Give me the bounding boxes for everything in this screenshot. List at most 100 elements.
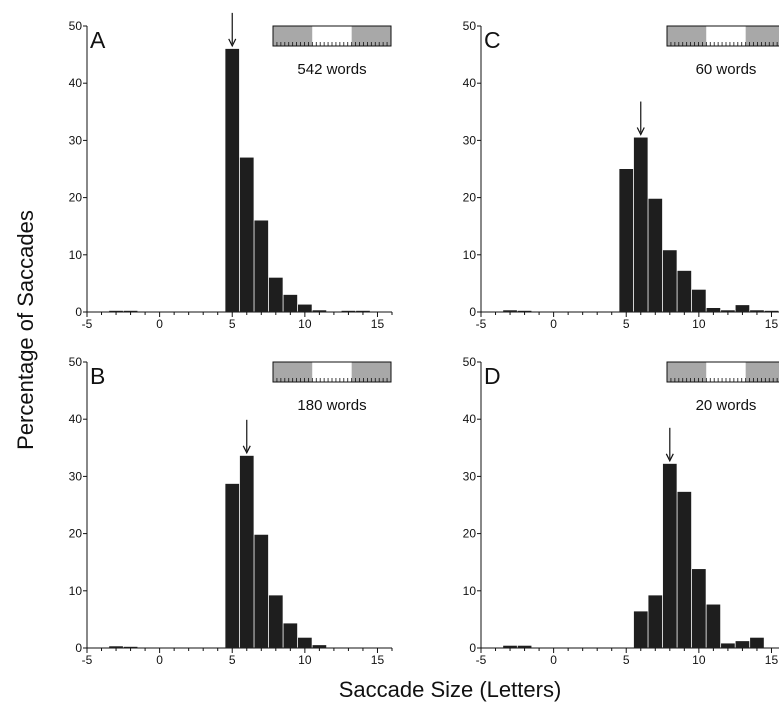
- bar-c-11: [706, 307, 721, 312]
- words-label: 20 words: [696, 397, 757, 414]
- window-strip-left: [273, 362, 313, 382]
- y-tick-label: 0: [469, 641, 476, 655]
- bar-a-7: [254, 220, 269, 312]
- bar-a--2: [123, 310, 138, 312]
- bar-b-7: [254, 534, 269, 648]
- bar-c--2: [517, 310, 532, 312]
- words-label: 542 words: [297, 61, 366, 78]
- y-tick-label: 20: [69, 191, 83, 205]
- y-tick-label: 10: [463, 248, 477, 262]
- window-strip-left: [273, 26, 313, 46]
- bar-a-5: [225, 48, 240, 312]
- window-strip-right: [351, 362, 391, 382]
- x-tick-label: 15: [371, 317, 385, 331]
- y-tick-label: 10: [463, 584, 477, 598]
- y-tick-label: 30: [463, 133, 477, 147]
- x-tick-label: 15: [371, 653, 385, 667]
- x-tick-label: 0: [550, 317, 557, 331]
- x-tick-label: -5: [82, 653, 93, 667]
- bar-b-11: [312, 645, 327, 648]
- bar-d--2: [517, 645, 532, 648]
- bar-c-10: [691, 289, 706, 312]
- window-strip-right: [351, 26, 391, 46]
- bar-d--3: [503, 645, 517, 648]
- mode-arrow-head: [665, 453, 674, 463]
- bar-c--3: [503, 310, 517, 312]
- bar-c-6: [633, 137, 648, 312]
- bar-c-7: [648, 198, 663, 312]
- window-strip-right: [745, 362, 779, 382]
- bar-a-6: [239, 157, 254, 312]
- bar-a-9: [283, 294, 298, 312]
- mode-arrow-head: [228, 38, 237, 48]
- y-tick-label: 50: [69, 355, 83, 369]
- x-tick-label: -5: [82, 317, 93, 331]
- bar-a-11: [312, 310, 327, 312]
- bar-d-6: [633, 611, 648, 648]
- y-tick-label: 50: [463, 19, 477, 33]
- y-tick-label: 30: [69, 469, 83, 483]
- bar-a-10: [297, 304, 312, 312]
- y-tick-label: 50: [463, 355, 477, 369]
- words-label: 180 words: [297, 397, 366, 414]
- bar-d-10: [691, 569, 706, 648]
- bar-c-13: [735, 305, 750, 312]
- x-tick-label: 5: [623, 317, 630, 331]
- y-tick-label: 30: [463, 469, 477, 483]
- window-strip-center: [312, 362, 352, 382]
- panel-letter: D: [484, 363, 501, 389]
- y-tick-label: 20: [463, 527, 477, 541]
- y-tick-label: 10: [69, 584, 83, 598]
- bar-d-9: [677, 491, 692, 648]
- bar-d-14: [750, 637, 764, 648]
- y-tick-label: 40: [463, 76, 477, 90]
- y-tick-label: 0: [75, 305, 82, 319]
- x-axis-title: Saccade Size (Letters): [339, 677, 562, 702]
- mode-arrow-head: [242, 445, 251, 455]
- window-strip-center: [706, 362, 746, 382]
- x-tick-label: 5: [229, 653, 236, 667]
- bar-d-8: [662, 463, 677, 648]
- bar-c-8: [662, 250, 677, 312]
- y-tick-label: 20: [69, 527, 83, 541]
- y-tick-label: 20: [463, 191, 477, 205]
- x-tick-label: 10: [692, 317, 706, 331]
- panel-letter: B: [90, 363, 105, 389]
- mode-arrow-head: [636, 127, 645, 136]
- y-tick-label: 10: [69, 248, 83, 262]
- bar-a-8: [268, 277, 283, 312]
- window-strip-right: [745, 26, 779, 46]
- x-tick-label: 10: [298, 317, 312, 331]
- bar-d-11: [706, 604, 721, 648]
- bar-c-12: [721, 310, 735, 312]
- y-tick-label: 40: [69, 76, 83, 90]
- bar-b-8: [268, 595, 283, 648]
- bar-a-13: [341, 310, 356, 312]
- window-strip-center: [312, 26, 352, 46]
- y-tick-label: 30: [69, 133, 83, 147]
- bar-a-14: [356, 310, 370, 312]
- bar-b-6: [239, 455, 254, 648]
- bar-d-13: [735, 641, 750, 648]
- window-strip-left: [667, 362, 707, 382]
- bar-c-5: [619, 169, 634, 312]
- bar-b-10: [297, 637, 312, 648]
- x-tick-label: 5: [623, 653, 630, 667]
- x-tick-label: 10: [298, 653, 312, 667]
- y-axis-title: Percentage of Saccades: [13, 210, 38, 450]
- panel-letter: C: [484, 27, 501, 53]
- window-strip-left: [667, 26, 707, 46]
- bar-c-14: [750, 310, 764, 312]
- x-tick-label: 0: [550, 653, 557, 667]
- words-label: 60 words: [696, 61, 757, 78]
- y-tick-label: 50: [69, 19, 83, 33]
- x-tick-label: -5: [476, 653, 487, 667]
- bar-a--3: [109, 310, 123, 312]
- x-tick-label: -5: [476, 317, 487, 331]
- panel-letter: A: [90, 27, 106, 53]
